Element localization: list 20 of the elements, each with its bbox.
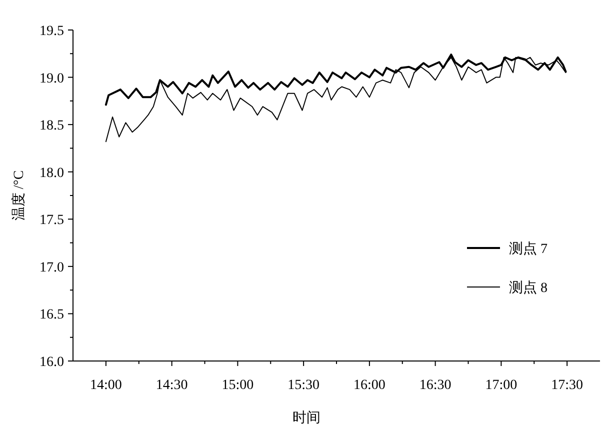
y-tick-label: 18.5 (40, 118, 64, 134)
x-axis-title: 时间 (292, 410, 320, 426)
y-tick-label: 19.5 (40, 24, 64, 39)
x-tick-label: 15:30 (288, 378, 320, 393)
x-tick-label: 14:00 (90, 378, 122, 393)
y-tick-label: 16.0 (40, 355, 64, 370)
y-tick-label: 17.0 (40, 260, 64, 276)
legend-label: 测点 8 (509, 280, 548, 296)
x-tick-label: 16:30 (419, 378, 452, 393)
y-tick-label: 19.0 (40, 71, 64, 86)
x-tick-label: 15:00 (222, 378, 254, 393)
x-tick-label: 16:00 (353, 378, 386, 393)
y-axis-title: 温度 /°C (11, 170, 27, 221)
legend-label: 测点 7 (509, 241, 548, 257)
y-tick-label: 18.0 (40, 166, 64, 181)
x-tick-label: 17:00 (485, 378, 518, 393)
x-tick-label: 17:30 (551, 378, 584, 393)
y-tick-label: 16.5 (40, 308, 64, 323)
y-tick-label: 17.5 (40, 213, 64, 228)
x-tick-label: 14:30 (156, 378, 188, 393)
